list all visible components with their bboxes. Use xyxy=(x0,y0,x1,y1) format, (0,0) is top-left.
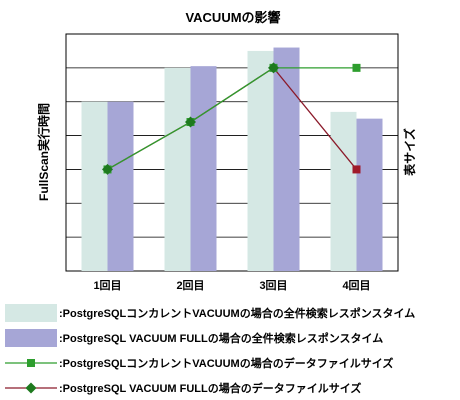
legend-swatch-2 xyxy=(5,329,57,347)
legend-label-3: :PostgreSQLコンカレントVACUUMの場合のデータファイルサイズ xyxy=(59,356,393,370)
legend-marker-4 xyxy=(25,382,37,394)
y2-axis-label: 表サイズ xyxy=(402,128,417,177)
x-tick-label: 3回目 xyxy=(259,278,287,292)
legend: :PostgreSQLコンカレントVACUUMの場合の全件検索レスポンスタイム:… xyxy=(5,304,415,395)
bar-2-4 xyxy=(356,118,383,272)
bars xyxy=(81,47,383,272)
bar-1-3 xyxy=(247,50,274,271)
legend-marker-3 xyxy=(27,359,35,367)
bar-2-3 xyxy=(273,47,300,271)
y-axis-label: FullScan実行時間 xyxy=(36,103,51,201)
bar-1-1 xyxy=(81,101,108,271)
legend-swatch-1 xyxy=(5,304,57,322)
bar-1-4 xyxy=(330,111,357,271)
marker-2-1 xyxy=(102,163,113,175)
plot-area: 1回目 2回目 3回目 4回目 xyxy=(65,33,399,292)
x-tick-label: 1回目 xyxy=(93,278,121,292)
bar-2-1 xyxy=(107,101,134,271)
legend-label-2: :PostgreSQL VACUUM FULLの場合の全件検索レスポンスタイム xyxy=(59,331,383,345)
x-tick-label: 4回目 xyxy=(342,278,370,292)
chart-title: VACUUMの影響 xyxy=(185,10,280,25)
bar-1-2 xyxy=(164,67,191,271)
marker-1-4 xyxy=(352,63,361,72)
legend-label-1: :PostgreSQLコンカレントVACUUMの場合の全件検索レスポンスタイム xyxy=(59,306,415,320)
marker-2-2 xyxy=(185,116,196,128)
series-lines xyxy=(107,66,358,170)
series-line-1 xyxy=(107,67,357,170)
x-tick-labels: 1回目 2回目 3回目 4回目 xyxy=(93,278,370,292)
bar-2-2 xyxy=(190,66,217,272)
x-tick-label: 2回目 xyxy=(176,278,204,292)
marker-2-3 xyxy=(268,62,279,74)
marker-2-4 xyxy=(352,165,361,174)
legend-label-4: :PostgreSQL VACUUM FULLの場合のデータファイルサイズ xyxy=(59,381,361,395)
series-markers xyxy=(102,62,361,175)
